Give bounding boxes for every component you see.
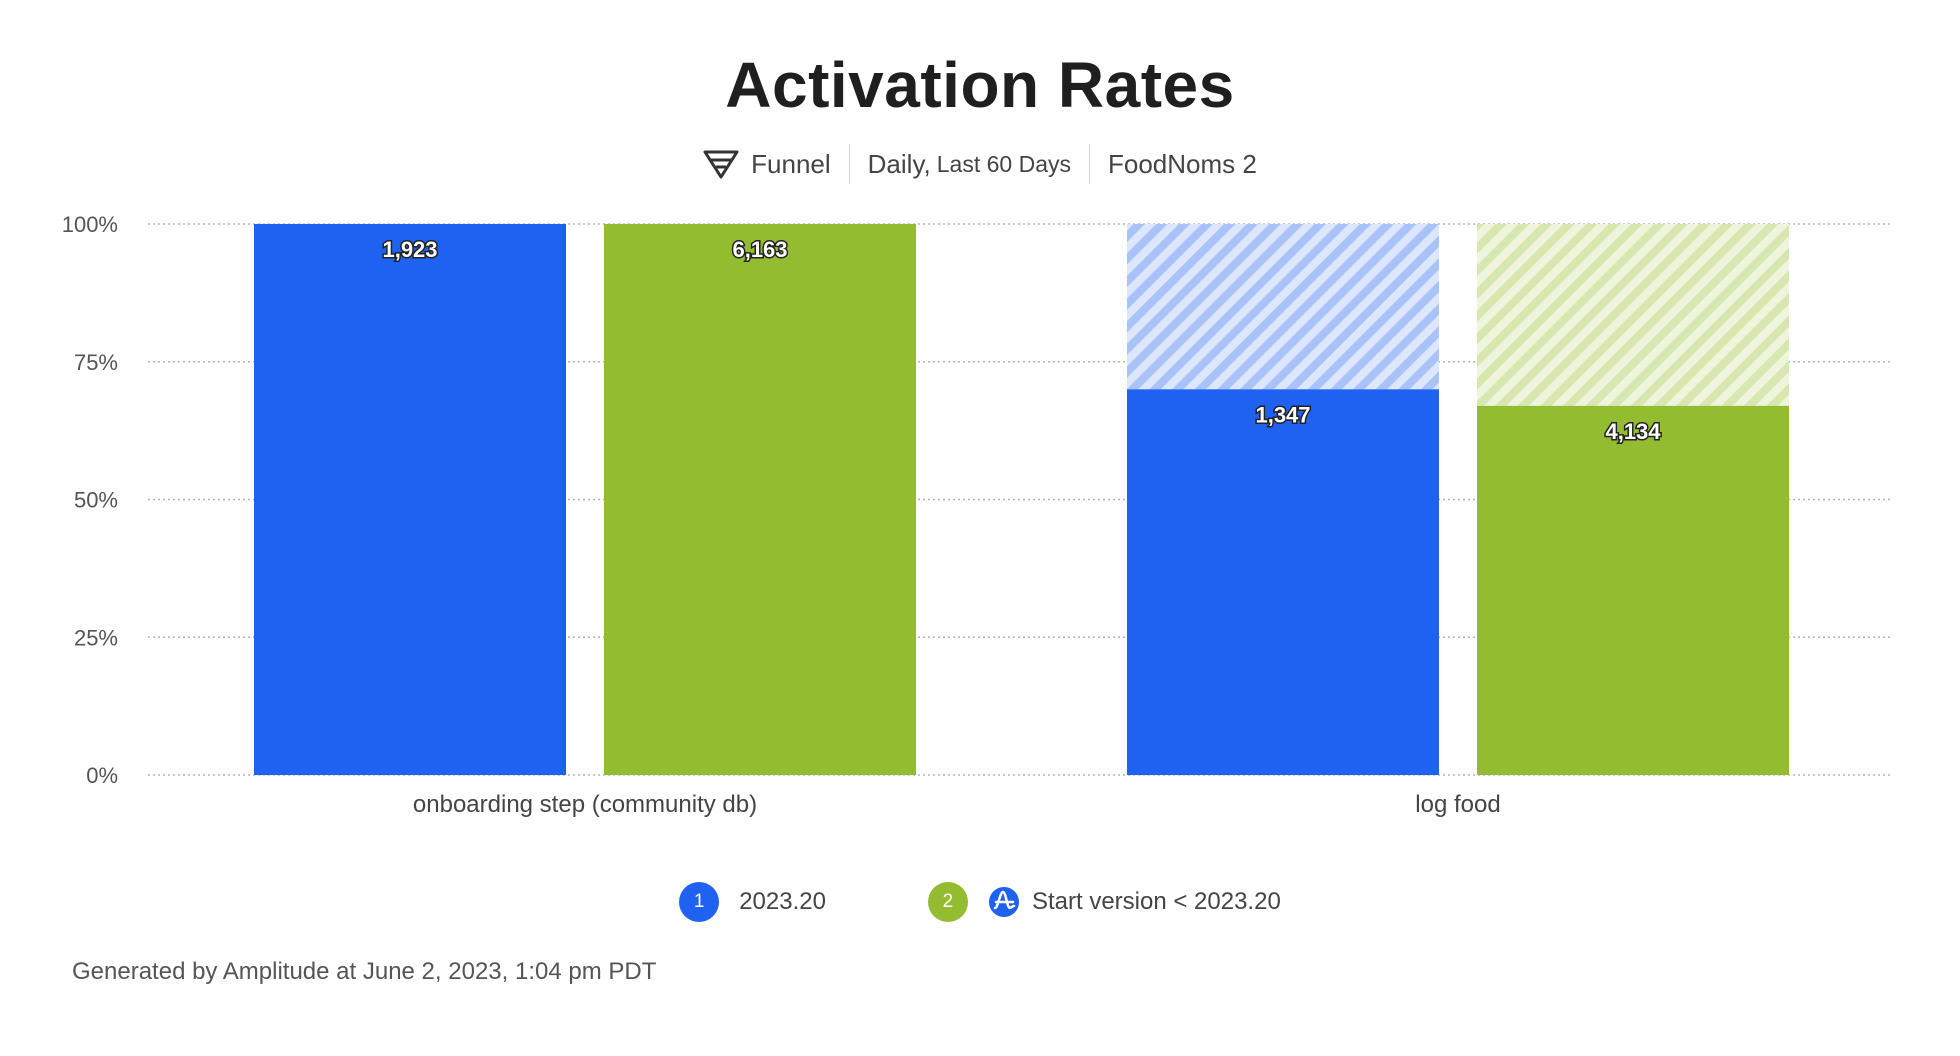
label-layer: 0% 25% 50% 75% 100% 1,923 6,163 onboarding step…	[62, 212, 1663, 818]
data-label: 1,347	[1255, 402, 1310, 427]
bar	[604, 224, 916, 775]
dropoff-bar	[1127, 224, 1439, 390]
y-tick-label: 75%	[74, 350, 118, 375]
amplitude-icon	[988, 887, 1019, 917]
bar-layer	[254, 224, 1789, 775]
legend-item-series-1[interactable]: 1 2023.20	[679, 882, 826, 922]
chart-type-label: Funnel	[751, 148, 831, 179]
legend-badge-1: 1	[679, 882, 720, 922]
project-label: FoodNoms 2	[1108, 148, 1257, 179]
y-tick-label: 0%	[86, 763, 118, 788]
legend-item-series-2[interactable]: 2 Start version < 2023.20	[927, 882, 1281, 922]
legend-badge-2: 2	[927, 882, 968, 922]
interval-label: Daily,	[867, 148, 931, 179]
data-label: 1,923	[382, 237, 437, 262]
range-label: Last 60 Days	[936, 150, 1071, 177]
legend: 1 2023.20 2 Start version < 2023.20	[0, 882, 1960, 922]
footer-text: Generated by Amplitude at June 2, 2023, …	[72, 958, 657, 985]
chart-title: Activation Rates	[725, 49, 1235, 121]
funnel-icon	[703, 150, 739, 179]
bar	[1477, 405, 1789, 775]
date-range-info: Daily, Last 60 Days	[850, 144, 1089, 184]
data-label: 4,134	[1605, 419, 1661, 444]
y-tick-label: 100%	[62, 212, 118, 237]
y-tick-label: 50%	[74, 488, 118, 513]
subtitle-divider	[848, 144, 850, 184]
bar-chart: 0% 25% 50% 75% 100% 1,923 6,163 onboarding step…	[62, 212, 1890, 818]
legend-label-1: 2023.20	[739, 888, 826, 915]
y-tick-label: 25%	[74, 625, 118, 650]
x-category-label: onboarding step (community db)	[413, 791, 757, 818]
dropoff-bar	[1477, 224, 1789, 406]
bar	[254, 224, 566, 775]
subtitle-divider	[1089, 144, 1090, 184]
chart-subtitle: Funnel Daily, Last 60 Days FoodNoms 2	[0, 144, 1960, 184]
bar	[1127, 389, 1439, 775]
data-label: 6,163	[732, 237, 787, 262]
project-info: FoodNoms 2	[1090, 144, 1275, 184]
x-category-label: log food	[1415, 791, 1500, 818]
chart-type-info: Funnel	[685, 144, 849, 184]
legend-label-2: Start version < 2023.20	[1031, 888, 1281, 915]
